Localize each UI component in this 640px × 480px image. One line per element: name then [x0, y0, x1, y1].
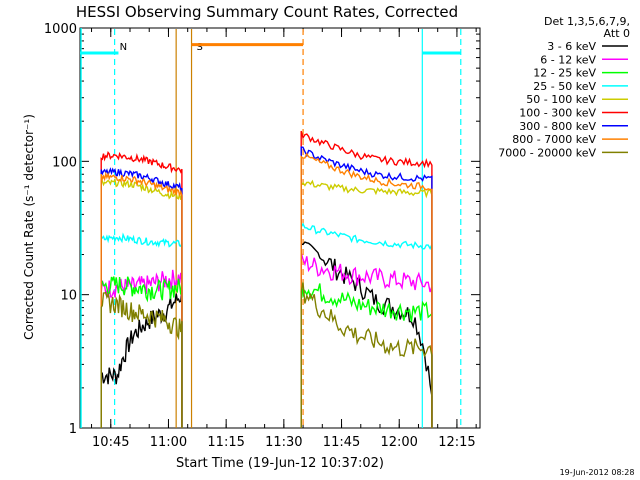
- legend-label: 300 - 800 keV: [519, 120, 596, 133]
- series-line-8-0: [100, 291, 183, 428]
- legend-header: Att 0: [604, 27, 630, 40]
- series-line-1-0: [100, 269, 183, 428]
- series-line-3-1: [300, 222, 433, 428]
- series-line-1-1: [300, 252, 433, 428]
- legend-label: 12 - 25 keV: [533, 67, 596, 80]
- legend-label: 800 - 7000 keV: [512, 133, 596, 146]
- plot-frame: [79, 27, 481, 429]
- plot-area: 1 10 100 1000 10:45 11:00 11:15 11:30 11:45 12:00…: [44, 22, 481, 450]
- x-tick-label: 11:30: [265, 435, 302, 450]
- legend-label: 7000 - 20000 keV: [498, 146, 596, 159]
- series-line-2-0: [100, 276, 183, 428]
- y-tick-label: 1: [69, 422, 77, 437]
- series-line-0-0: [100, 289, 183, 428]
- x-tick-label: 12:15: [438, 435, 475, 450]
- y-tick-label: 100: [52, 155, 77, 170]
- series-line-7-1: [300, 152, 433, 428]
- x-axis-label: Start Time (19-Jun-12 10:37:02): [176, 456, 384, 471]
- annotation-label: N: [120, 42, 127, 53]
- legend-label: 6 - 12 keV: [540, 53, 596, 66]
- legend-label: 100 - 300 keV: [519, 107, 596, 120]
- series-line-6-1: [300, 146, 433, 428]
- series-line-7-0: [100, 171, 183, 428]
- legend-header: Det 1,3,5,6,7,9,: [544, 15, 630, 28]
- series-line-4-0: [100, 177, 183, 428]
- chart-title: HESSI Observing Summary Count Rates, Cor…: [76, 3, 458, 21]
- y-tick-label: 1000: [44, 22, 77, 37]
- legend-label: 3 - 6 keV: [547, 40, 596, 53]
- annotation-label: S: [197, 42, 203, 53]
- x-tick-label: 11:15: [207, 435, 244, 450]
- x-tick-label: 10:45: [92, 435, 129, 450]
- series-line-5-0: [100, 151, 183, 428]
- x-tick-label: 11:45: [323, 435, 360, 450]
- x-tick-label: 11:00: [150, 435, 187, 450]
- y-axis-label: Corrected Count Rate (s⁻¹ detector⁻¹): [22, 114, 36, 340]
- footer-timestamp: 19-Jun-2012 08:28: [560, 468, 635, 477]
- series-line-4-1: [300, 179, 433, 428]
- x-tick-label: 12:00: [380, 435, 417, 450]
- y-tick-label: 10: [60, 289, 77, 304]
- series-line-2-1: [300, 280, 433, 428]
- legend-label: 50 - 100 keV: [526, 93, 596, 106]
- series-line-8-1: [300, 282, 433, 428]
- series-line-3-0: [100, 232, 183, 428]
- legend-label: 25 - 50 keV: [533, 80, 596, 93]
- series-line-5-1: [300, 130, 433, 428]
